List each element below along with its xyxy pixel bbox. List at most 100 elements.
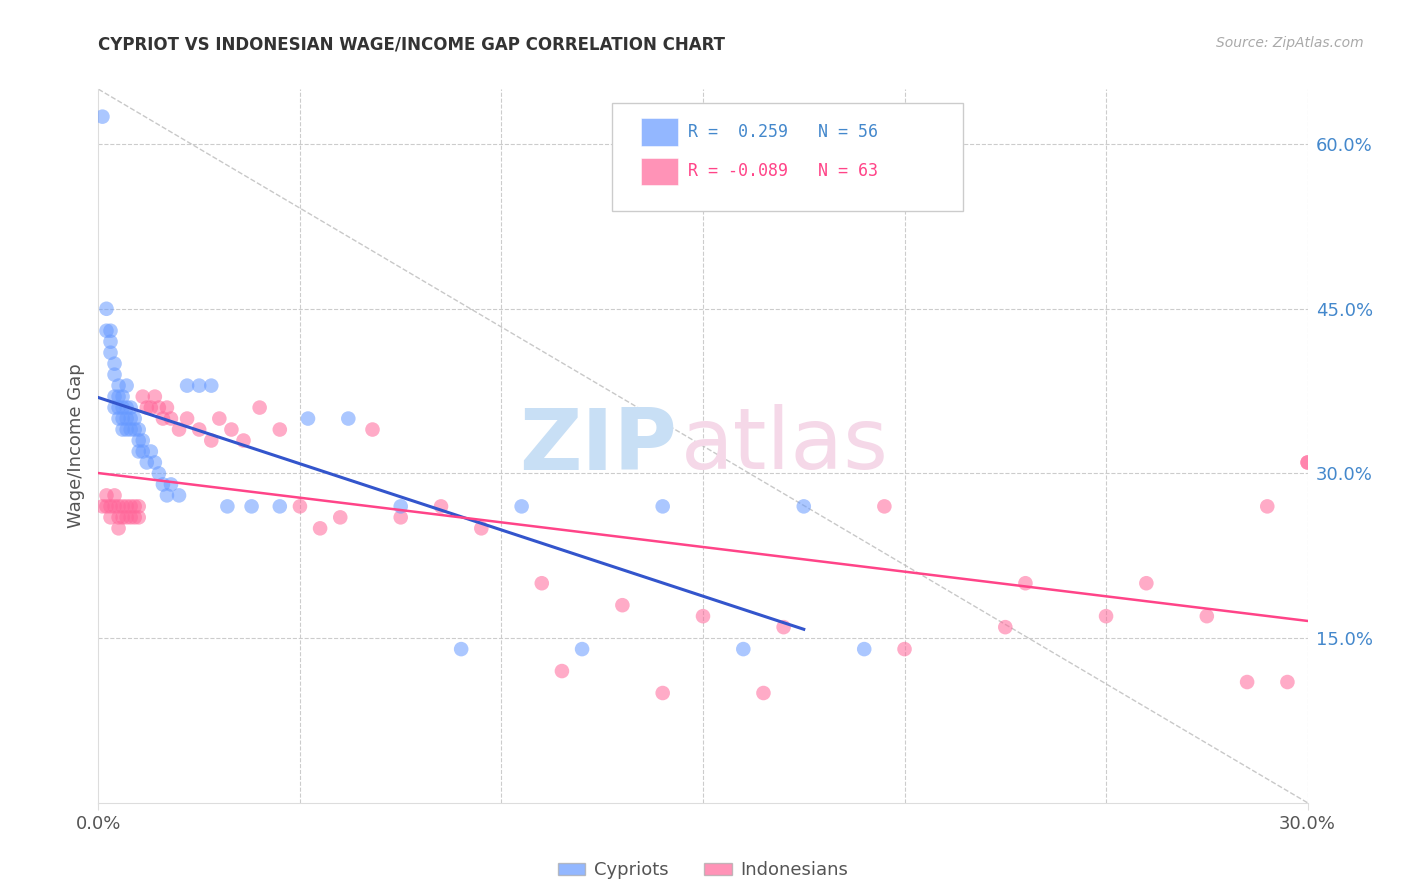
Text: R = -0.089   N = 63: R = -0.089 N = 63	[689, 162, 879, 180]
Point	[107, 411, 129, 425]
Point	[103, 488, 125, 502]
Point	[128, 434, 150, 448]
Point	[103, 357, 125, 371]
Point	[143, 390, 166, 404]
Point	[128, 510, 150, 524]
Point	[107, 500, 129, 514]
FancyBboxPatch shape	[641, 119, 678, 145]
Text: CYPRIOT VS INDONESIAN WAGE/INCOME GAP CORRELATION CHART: CYPRIOT VS INDONESIAN WAGE/INCOME GAP CO…	[98, 36, 725, 54]
Point	[361, 423, 384, 437]
Point	[111, 500, 134, 514]
Point	[176, 411, 198, 425]
Point	[139, 401, 162, 415]
Point	[120, 423, 142, 437]
Point	[1296, 455, 1319, 469]
Point	[530, 576, 553, 591]
Point	[188, 378, 211, 392]
Point	[96, 488, 118, 502]
Point	[100, 510, 122, 524]
Point	[208, 411, 231, 425]
Point	[103, 500, 125, 514]
Point	[176, 378, 198, 392]
Point	[148, 467, 170, 481]
Point	[1135, 576, 1157, 591]
Point	[1296, 455, 1319, 469]
Point	[115, 411, 138, 425]
Point	[200, 434, 222, 448]
Point	[1095, 609, 1118, 624]
FancyBboxPatch shape	[613, 103, 963, 211]
Legend: Cypriots, Indonesians: Cypriots, Indonesians	[550, 855, 856, 887]
Text: ZIP: ZIP	[519, 404, 676, 488]
Point	[551, 664, 574, 678]
Y-axis label: Wage/Income Gap: Wage/Income Gap	[66, 364, 84, 528]
Point	[107, 378, 129, 392]
Point	[124, 500, 146, 514]
Point	[240, 500, 263, 514]
Point	[873, 500, 896, 514]
Point	[148, 401, 170, 415]
Point	[232, 434, 254, 448]
Point	[217, 500, 239, 514]
Point	[132, 444, 155, 458]
Point	[1236, 675, 1258, 690]
Point	[752, 686, 775, 700]
Point	[100, 324, 122, 338]
Point	[772, 620, 794, 634]
Point	[107, 390, 129, 404]
Point	[103, 368, 125, 382]
Point	[269, 500, 291, 514]
Point	[91, 500, 114, 514]
Point	[100, 500, 122, 514]
Point	[329, 510, 352, 524]
Point	[135, 455, 157, 469]
Point	[115, 500, 138, 514]
Point	[111, 401, 134, 415]
Point	[135, 401, 157, 415]
Point	[115, 378, 138, 392]
Point	[793, 500, 815, 514]
Point	[128, 444, 150, 458]
Point	[430, 500, 453, 514]
Point	[470, 521, 492, 535]
Text: Source: ZipAtlas.com: Source: ZipAtlas.com	[1216, 36, 1364, 50]
Point	[221, 423, 243, 437]
Point	[188, 423, 211, 437]
Point	[139, 444, 162, 458]
Point	[100, 345, 122, 359]
Point	[893, 642, 915, 657]
Point	[96, 301, 118, 316]
Point	[111, 423, 134, 437]
Point	[120, 510, 142, 524]
Point	[156, 488, 179, 502]
Point	[120, 401, 142, 415]
Point	[115, 401, 138, 415]
Point	[103, 401, 125, 415]
Point	[994, 620, 1017, 634]
Point	[612, 598, 634, 612]
Text: R =  0.259   N = 56: R = 0.259 N = 56	[689, 123, 879, 141]
Point	[1277, 675, 1299, 690]
Point	[651, 686, 673, 700]
Point	[651, 500, 673, 514]
Point	[143, 455, 166, 469]
Point	[309, 521, 332, 535]
Text: atlas: atlas	[682, 404, 889, 488]
Point	[152, 477, 174, 491]
Point	[510, 500, 533, 514]
Point	[96, 324, 118, 338]
Point	[107, 401, 129, 415]
Point	[692, 609, 714, 624]
Point	[733, 642, 755, 657]
Point	[107, 510, 129, 524]
Point	[571, 642, 593, 657]
Point	[389, 500, 412, 514]
Point	[1195, 609, 1218, 624]
Point	[91, 110, 114, 124]
Point	[132, 390, 155, 404]
Point	[152, 411, 174, 425]
Point	[853, 642, 876, 657]
FancyBboxPatch shape	[641, 158, 678, 185]
Point	[115, 510, 138, 524]
Point	[128, 423, 150, 437]
